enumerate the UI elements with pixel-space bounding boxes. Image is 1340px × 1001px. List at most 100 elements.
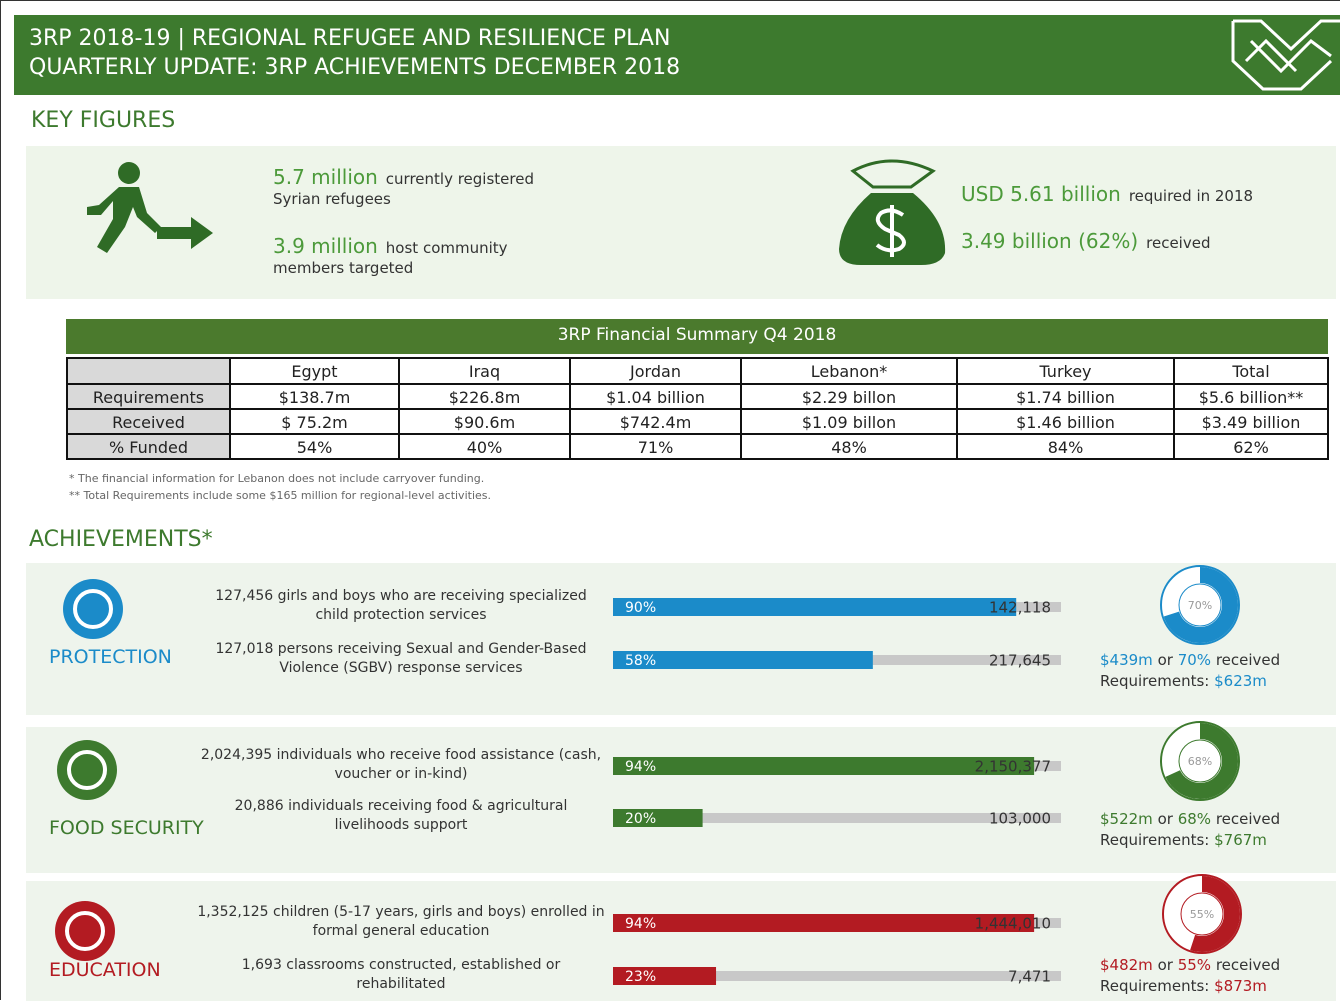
funding-suffix: received xyxy=(1215,810,1281,828)
received-amount: $482m xyxy=(1100,956,1153,974)
header-bar xyxy=(14,15,1340,95)
funded-percent: 70% xyxy=(1177,651,1212,669)
sector-name: PROTECTION xyxy=(49,646,172,668)
figure: USD 5.61 billion xyxy=(961,182,1121,206)
donut-center xyxy=(1178,583,1222,627)
sector-name: EDUCATION xyxy=(49,959,161,981)
donut-center xyxy=(1178,739,1222,783)
indicator-text: 1,352,125 children (5-17 years, girls an… xyxy=(197,904,605,920)
row-header: Received xyxy=(67,409,230,434)
money-bag-icon xyxy=(839,159,946,265)
row-header: Requirements xyxy=(67,384,230,409)
sector-icon-inner xyxy=(65,911,105,951)
key-figure: 5.7 million currently registered xyxy=(273,164,534,192)
sector-icon-inner xyxy=(73,589,113,629)
indicator-text: child protection services xyxy=(315,607,487,623)
sector-icon-inner xyxy=(67,750,107,790)
funding-line: $439m or 70% received xyxy=(1100,650,1280,670)
donut-label: 55% xyxy=(1190,908,1214,921)
indicator-text: 127,456 girls and boys who are receiving… xyxy=(215,588,587,604)
bar-target: 1,444,010 xyxy=(975,915,1051,933)
donut-arc xyxy=(1164,876,1240,952)
indicator-text: voucher or in-kind) xyxy=(334,766,468,782)
funded-percent: 68% xyxy=(1177,810,1212,828)
table-cell: $226.8m xyxy=(399,384,570,409)
table-border xyxy=(66,357,1329,460)
footnote: * The financial information for Lebanon … xyxy=(69,472,485,485)
indicator-text: livelihoods support xyxy=(334,817,468,833)
sector-icon xyxy=(63,579,123,639)
figure-text: Syrian refugees xyxy=(273,190,391,208)
requirements-line: Requirements: $767m xyxy=(1100,830,1267,850)
section-title: ACHIEVEMENTS* xyxy=(29,527,213,552)
bar-target: 2,150,377 xyxy=(975,758,1051,776)
table-cell: $1.46 billion xyxy=(957,409,1174,434)
bar-percent: 94% xyxy=(625,916,656,932)
table-cell: $742.4m xyxy=(570,409,741,434)
table-title-bar xyxy=(66,319,1328,354)
received-amount: $439m xyxy=(1100,651,1153,669)
donut-arc xyxy=(1162,723,1238,799)
sector-name: FOOD SECURITY xyxy=(49,817,204,839)
progress-bar xyxy=(613,809,703,827)
progress-bar xyxy=(613,914,1035,932)
funding-connector: or xyxy=(1157,651,1173,669)
requirements-label: Requirements: xyxy=(1100,672,1210,690)
bar-track xyxy=(613,813,1061,823)
bar-track xyxy=(613,971,1061,981)
figure-text: currently registered xyxy=(385,170,534,188)
bar-percent: 94% xyxy=(625,759,656,775)
indicator-text: 1,693 classrooms constructed, establishe… xyxy=(241,957,561,973)
funded-percent: 55% xyxy=(1177,956,1212,974)
sector-icon xyxy=(55,901,115,961)
bar-target: 103,000 xyxy=(989,810,1051,828)
key-figures-box xyxy=(26,146,1336,299)
sector-icon xyxy=(57,740,117,800)
donut-label: 68% xyxy=(1188,755,1212,768)
table-cell: $138.7m xyxy=(230,384,399,409)
bar-target: 217,645 xyxy=(989,652,1051,670)
funding-connector: or xyxy=(1157,810,1173,828)
figure-text: host community xyxy=(385,239,508,257)
indicator-text: 2,024,395 individuals who receive food a… xyxy=(200,747,602,763)
key-figure: 3.49 billion (62%) received xyxy=(961,228,1210,256)
table-cell: $1.74 billion xyxy=(957,384,1174,409)
table-cell: $1.09 billon xyxy=(741,409,957,434)
table-corner xyxy=(67,358,230,384)
indicator-text: rehabilitated xyxy=(356,976,446,992)
requirements-label: Requirements: xyxy=(1100,977,1210,995)
requirements-line: Requirements: $873m xyxy=(1100,976,1267,996)
funding-line: $482m or 55% received xyxy=(1100,955,1280,975)
section-box xyxy=(26,563,1336,715)
figure-text: members targeted xyxy=(273,259,414,277)
donut-center xyxy=(1180,892,1224,936)
table-cell: $ 75.2m xyxy=(230,409,399,434)
funding-line: $522m or 68% received xyxy=(1100,809,1280,829)
table-title: 3RP Financial Summary Q4 2018 xyxy=(557,325,837,345)
received-amount: $522m xyxy=(1100,810,1153,828)
progress-bar xyxy=(613,967,717,985)
progress-bar xyxy=(613,757,1035,775)
indicator-text: 20,886 individuals receiving food & agri… xyxy=(234,798,568,814)
progress-bar xyxy=(613,651,873,669)
bar-percent: 90% xyxy=(625,600,656,616)
indicator-text: formal general education xyxy=(312,923,490,939)
table-cell: $2.29 billon xyxy=(741,384,957,409)
footnote: ** Total Requirements include some $165 … xyxy=(69,489,491,502)
refugee-icon xyxy=(87,162,213,253)
header-title: QUARTERLY UPDATE: 3RP ACHIEVEMENTS DECEM… xyxy=(29,55,681,80)
figure-text: required in 2018 xyxy=(1128,187,1254,205)
donut-label: 70% xyxy=(1188,599,1212,612)
section-box xyxy=(26,727,1336,873)
requirements-amount: $623m xyxy=(1214,672,1267,690)
requirements-amount: $767m xyxy=(1214,831,1267,849)
requirements-label: Requirements: xyxy=(1100,831,1210,849)
figure: 5.7 million xyxy=(273,165,378,189)
table-cell: $90.6m xyxy=(399,409,570,434)
indicator-text: Violence (SGBV) response services xyxy=(279,660,523,676)
bar-percent: 23% xyxy=(625,969,656,985)
row-header: % Funded xyxy=(67,434,230,459)
table-cell: $1.04 billion xyxy=(570,384,741,409)
